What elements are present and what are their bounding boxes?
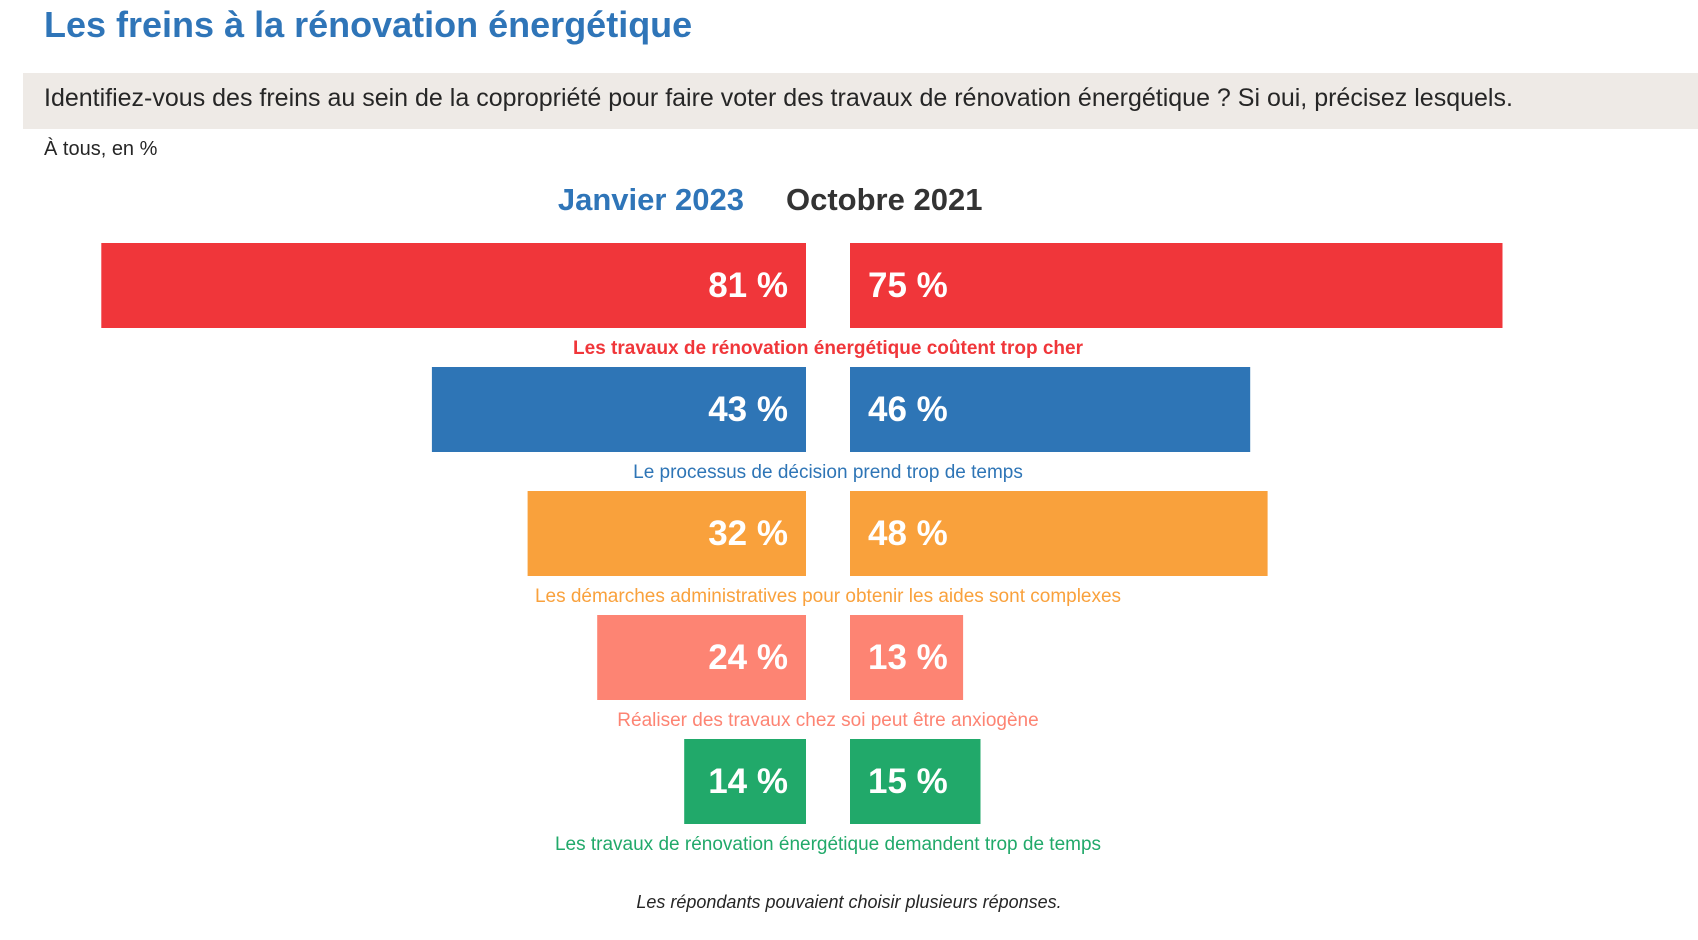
value-label-octobre-2021-4: 13 % [868,638,948,677]
page-title: Les freins à la rénovation énergétique [44,4,693,45]
column-header-janvier-2023: Janvier 2023 [557,182,744,217]
value-label-octobre-2021-1: 75 % [868,266,948,305]
bar-octobre-2021-4 [850,615,964,700]
bar-janvier-2023-5 [684,739,806,824]
value-label-janvier-2023-1: 81 % [708,266,788,305]
value-label-octobre-2021-2: 46 % [868,390,948,429]
value-label-janvier-2023-2: 43 % [708,390,788,429]
column-header-octobre-2021: Octobre 2021 [786,182,983,217]
question-text: Identifiez-vous des freins au sein de la… [44,84,1513,112]
bar-janvier-2023-3 [527,491,806,576]
category-label-1: Les travaux de rénovation énergétique co… [573,338,1084,359]
question-banner: Identifiez-vous des freins au sein de la… [23,73,1698,129]
bar-octobre-2021-1 [850,243,1503,328]
butterfly-bar-chart: 81 % 75 % Les travaux de rénovation énergé… [101,243,1503,855]
value-label-janvier-2023-4: 24 % [708,638,788,677]
base-note: À tous, en % [44,138,158,160]
bar-octobre-2021-5 [850,739,981,824]
bar-janvier-2023-2 [431,367,806,452]
value-label-janvier-2023-3: 32 % [708,514,788,553]
value-label-janvier-2023-5: 14 % [708,762,788,801]
value-label-octobre-2021-3: 48 % [868,514,948,553]
category-label-3: Les démarches administratives pour obten… [535,586,1121,607]
value-label-octobre-2021-5: 15 % [868,762,948,801]
footnote: Les répondants pouvaient choisir plusieu… [636,892,1062,912]
category-label-4: Réaliser des travaux chez soi peut être … [617,710,1038,731]
bar-janvier-2023-4 [597,615,806,700]
category-label-2: Le processus de décision prend trop de t… [633,462,1023,483]
bar-octobre-2021-2 [850,367,1251,452]
bar-janvier-2023-1 [101,243,807,328]
category-label-5: Les travaux de rénovation énergétique de… [555,834,1101,855]
bar-octobre-2021-3 [850,491,1268,576]
